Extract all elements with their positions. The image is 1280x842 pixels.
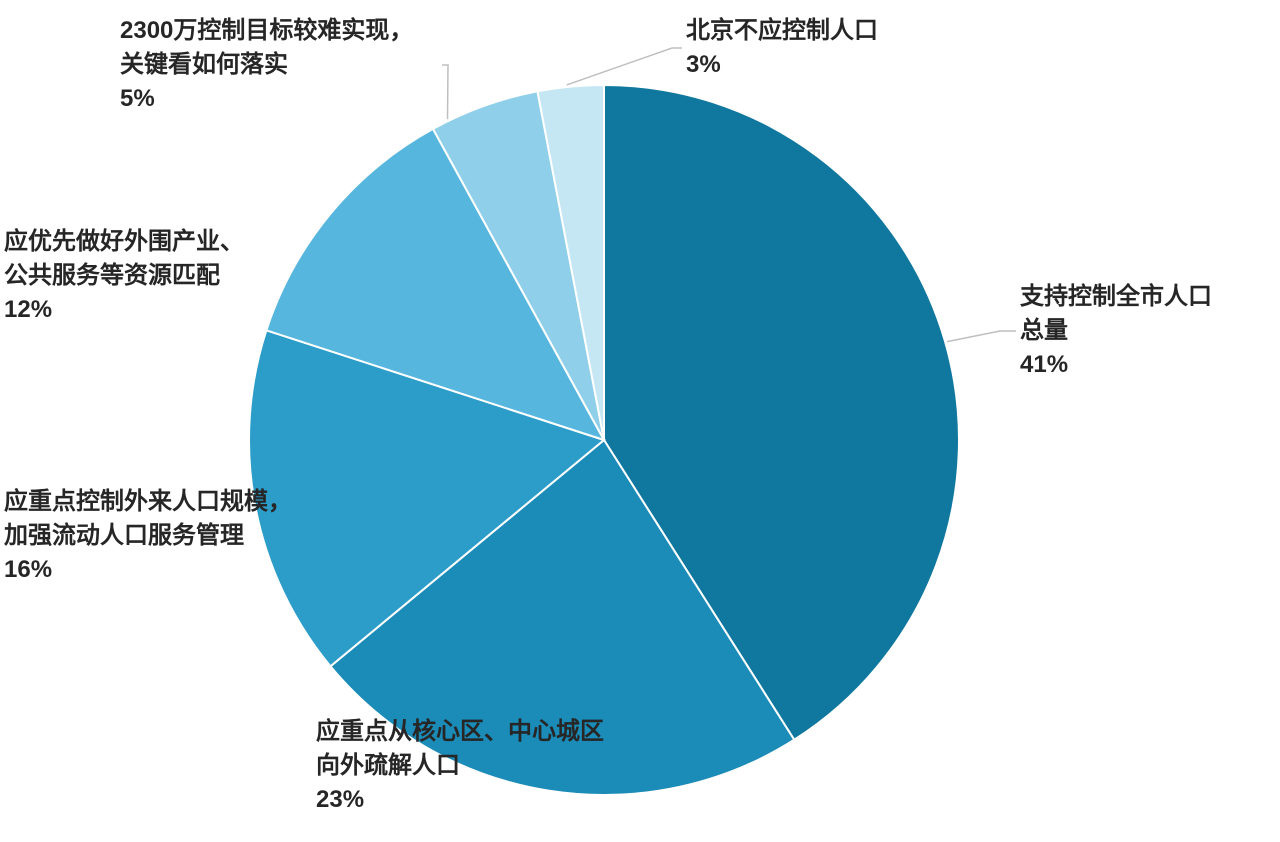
slice-label-line: 3% xyxy=(686,48,878,82)
slice-label: 应优先做好外围产业、公共服务等资源匹配12% xyxy=(4,225,244,327)
leader-line xyxy=(947,331,1016,342)
slice-label-line: 支持控制全市人口 xyxy=(1020,280,1212,314)
slice-label-line: 向外疏解人口 xyxy=(316,749,604,783)
slice-label-line: 北京不应控制人口 xyxy=(686,14,878,48)
slice-label: 北京不应控制人口3% xyxy=(686,14,878,82)
slice-label: 支持控制全市人口总量41% xyxy=(1020,280,1212,382)
slice-label-line: 应重点控制外来人口规模， xyxy=(4,485,292,519)
leader-lines xyxy=(0,0,1280,842)
slice-label-line: 总量 xyxy=(1020,314,1212,348)
slice-label-line: 关键看如何落实 xyxy=(120,48,413,82)
slice-label-line: 41% xyxy=(1020,348,1212,382)
slice-label-line: 2300万控制目标较难实现， xyxy=(120,14,413,48)
slice-label-line: 12% xyxy=(4,293,244,327)
pie-chart-container: 支持控制全市人口总量41% 应重点从核心区、中心城区向外疏解人口23% 应重点控制外… xyxy=(0,0,1280,842)
slice-label-line: 公共服务等资源匹配 xyxy=(4,259,244,293)
slice-label-line: 应优先做好外围产业、 xyxy=(4,225,244,259)
slice-label: 2300万控制目标较难实现，关键看如何落实5% xyxy=(120,14,413,116)
slice-label-line: 应重点从核心区、中心城区 xyxy=(316,715,604,749)
slice-label: 应重点从核心区、中心城区向外疏解人口23% xyxy=(316,715,604,817)
leader-line xyxy=(567,48,682,85)
slice-label-line: 23% xyxy=(316,783,604,817)
slice-label-line: 加强流动人口服务管理 xyxy=(4,519,292,553)
slice-label-line: 5% xyxy=(120,82,413,116)
slice-label: 应重点控制外来人口规模，加强流动人口服务管理16% xyxy=(4,485,292,587)
slice-label-line: 16% xyxy=(4,553,292,587)
leader-line xyxy=(442,65,448,119)
